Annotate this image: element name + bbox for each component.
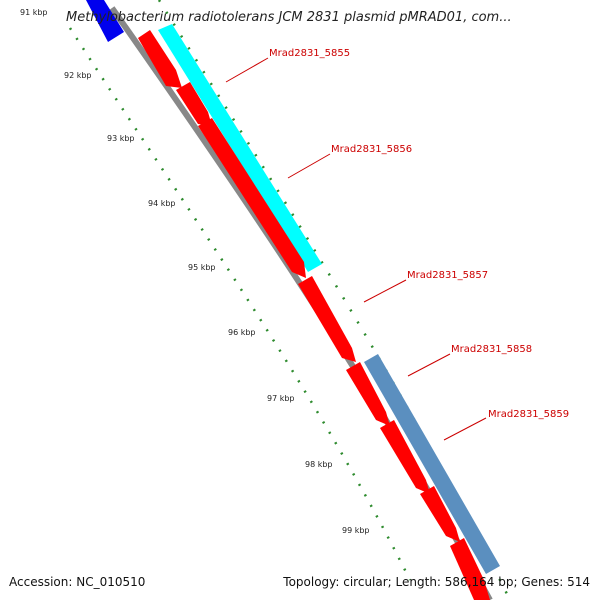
gene-arrow[interactable] — [176, 82, 212, 126]
accession-label: Accession: NC_010510 — [9, 575, 146, 589]
scale-tick-label: 95 kbp — [188, 263, 216, 272]
steel-feature — [364, 354, 500, 574]
scale-tick-label: 98 kbp — [305, 460, 333, 469]
inner-scale-ring — [68, 27, 412, 581]
gene-arrow[interactable] — [380, 420, 430, 494]
gene-arrow[interactable] — [346, 362, 390, 426]
gene-label[interactable]: Mrad2831_5857 — [407, 270, 488, 281]
genome-summary: Topology: circular; Length: 586,164 bp; … — [283, 575, 590, 589]
cyan-feature — [158, 24, 322, 272]
scale-tick-label: 99 kbp — [342, 526, 370, 535]
scale-tick-label: 96 kbp — [228, 328, 256, 337]
scale-tick-label: 93 kbp — [107, 134, 135, 143]
gene-labels: Mrad2831_5855 Mrad2831_5856 Mrad2831_585… — [269, 48, 569, 420]
gene-label[interactable]: Mrad2831_5855 — [269, 48, 350, 59]
scale-tick-label: 97 kbp — [267, 394, 295, 403]
gene-arrow[interactable] — [198, 118, 306, 278]
scale-tick-label: 94 kbp — [148, 199, 176, 208]
scale-tick-label: 91 kbp — [20, 8, 48, 17]
gene-arrow[interactable] — [420, 486, 460, 542]
gene-label[interactable]: Mrad2831_5858 — [451, 344, 532, 355]
scale-tick-labels: 91 kbp 92 kbp 93 kbp 94 kbp 95 kbp 96 kb… — [20, 8, 370, 535]
gene-arrow[interactable] — [138, 30, 182, 88]
gene-arrows — [138, 30, 490, 600]
label-leaders — [225, 57, 487, 441]
map-title: Methylobacterium radiotolerans JCM 2831 … — [66, 10, 512, 25]
blue-feature — [86, 0, 124, 42]
scale-tick-label: 92 kbp — [64, 71, 92, 80]
gene-arrow[interactable] — [298, 276, 356, 362]
gene-label[interactable]: Mrad2831_5859 — [488, 409, 569, 420]
gene-label[interactable]: Mrad2831_5856 — [331, 144, 412, 155]
gene-arrow[interactable] — [450, 538, 490, 600]
